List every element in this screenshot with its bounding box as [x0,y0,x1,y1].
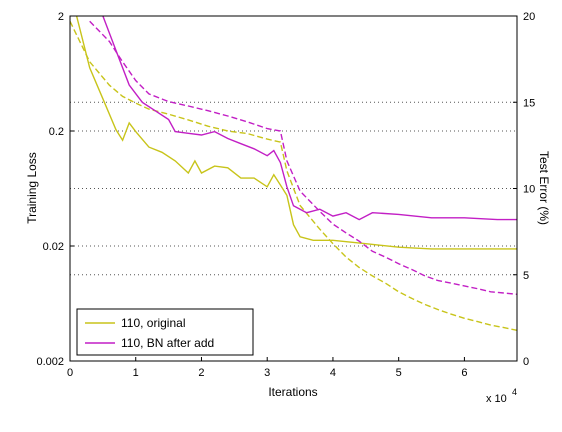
series-2-test-error-line [102,16,517,221]
series-1-training-loss-line [70,20,517,331]
y-left-tick-layer: 2 0.2 0.02 0.002 [36,11,74,368]
x-axis-label: Iterations [268,385,317,399]
series-2-training-loss-line [89,20,517,295]
legend-label-series-1: 110, original [121,316,186,330]
y-right-axis-label: Test Error (%) [537,151,551,225]
x-tick-label: 5 [396,367,402,379]
x-tick-label: 3 [264,367,270,379]
legend-label-series-2: 110, BN after add [121,336,214,350]
x-axis-multiplier: x 10 [486,393,507,405]
x-tick-label: 6 [461,367,467,379]
y-left-tick-label: 2 [58,11,64,23]
y-left-tick-label: 0.02 [43,241,64,253]
y-left-tick-label: 0.2 [49,126,64,138]
y-right-tick-label: 10 [523,184,535,196]
y-right-tick-layer: 20 15 10 5 0 [513,11,535,368]
y-right-tick-label: 20 [523,11,535,23]
legend-box [76,308,254,356]
x-tick-label: 0 [67,367,73,379]
x-tick-label: 4 [330,367,336,379]
y-left-tick-label: 0.002 [36,356,64,368]
x-tick-label: 2 [198,367,204,379]
y-right-tick-label: 0 [523,356,529,368]
y-left-axis-label: Training Loss [25,152,39,224]
x-axis-multiplier-exponent: 4 [512,387,517,397]
legend: 110, original 110, BN after add [76,308,254,356]
series-1-test-error-line [75,16,517,250]
x-tick-layer: 0 1 2 3 4 5 6 [67,357,467,379]
series-layer [70,16,517,331]
grid-layer [70,101,517,276]
x-tick-label: 1 [133,367,139,379]
y-right-tick-label: 15 [523,97,535,109]
y-right-tick-label: 5 [523,270,529,282]
